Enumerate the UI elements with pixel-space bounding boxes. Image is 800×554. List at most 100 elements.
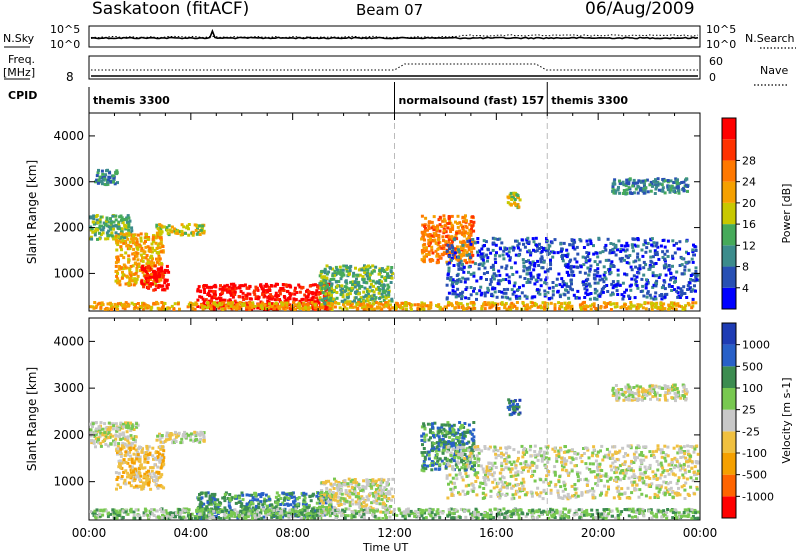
data-cell	[329, 278, 333, 281]
data-cell	[694, 272, 698, 276]
data-cell	[636, 238, 640, 242]
data-cell	[666, 186, 670, 190]
data-cell	[293, 289, 297, 293]
freq-tick-8: 8	[66, 70, 74, 84]
data-cell	[316, 285, 320, 289]
data-cell	[448, 247, 451, 251]
data-cell	[386, 287, 390, 291]
data-cell	[618, 257, 622, 261]
data-cell	[509, 307, 513, 311]
data-cell	[239, 290, 243, 293]
data-cell	[461, 276, 465, 280]
data-cell	[161, 447, 165, 451]
data-cell	[631, 249, 635, 253]
data-cell	[445, 260, 449, 264]
data-cell	[196, 298, 200, 302]
data-cell	[121, 270, 124, 274]
data-cell	[238, 284, 242, 288]
data-cell	[227, 504, 231, 508]
data-cell	[444, 243, 448, 247]
data-cell	[532, 263, 536, 267]
data-cell	[349, 289, 353, 292]
data-cell	[603, 271, 607, 274]
data-cell	[529, 253, 533, 257]
data-cell	[245, 502, 249, 506]
data-cell	[371, 264, 375, 268]
data-cell	[517, 254, 521, 258]
data-cell	[223, 298, 227, 302]
data-cell	[153, 276, 157, 280]
data-cell	[337, 481, 341, 484]
data-cell	[333, 269, 337, 273]
data-cell	[560, 277, 564, 281]
data-cell	[285, 303, 289, 307]
data-cell	[506, 201, 510, 205]
data-cell	[130, 279, 134, 283]
data-cell	[117, 239, 121, 243]
data-cell	[233, 284, 237, 288]
data-cell	[202, 439, 206, 442]
data-cell	[469, 247, 473, 251]
data-cell	[651, 184, 654, 188]
data-cell	[528, 306, 532, 310]
data-cell	[645, 246, 649, 250]
data-cell	[654, 284, 658, 288]
data-cell	[493, 257, 497, 261]
data-cell	[131, 252, 135, 256]
data-cell	[438, 256, 442, 260]
data-cell	[146, 460, 150, 464]
data-cell	[492, 277, 496, 281]
data-cell	[468, 222, 472, 226]
data-cell	[543, 307, 546, 311]
data-cell	[677, 191, 681, 195]
data-cell	[390, 299, 394, 303]
data-cell	[320, 489, 324, 493]
data-cell	[581, 255, 585, 259]
data-cell	[311, 307, 315, 311]
data-cell	[150, 264, 154, 268]
data-cell	[638, 267, 642, 271]
data-cell	[134, 261, 138, 265]
data-cell	[377, 478, 381, 482]
data-cell	[146, 456, 150, 460]
data-cell	[553, 303, 557, 307]
data-cell	[402, 510, 406, 514]
data-cell	[649, 180, 653, 184]
data-cell	[522, 242, 525, 246]
data-cell	[480, 247, 484, 251]
data-cell	[134, 271, 138, 275]
data-cell	[465, 286, 469, 290]
data-cell	[124, 305, 128, 308]
data-cell	[451, 278, 455, 282]
data-cell	[101, 228, 105, 232]
data-cell	[636, 252, 640, 256]
data-cell	[109, 422, 113, 426]
data-cell	[472, 289, 475, 293]
data-cell	[462, 220, 465, 224]
data-cell	[227, 513, 231, 517]
data-cell	[233, 299, 237, 303]
data-cell	[366, 290, 369, 293]
data-cell	[453, 251, 457, 255]
data-cell	[210, 508, 214, 512]
data-cell	[694, 266, 698, 270]
data-cell	[242, 284, 246, 288]
data-cell	[445, 297, 449, 301]
data-cell	[140, 279, 144, 283]
data-cell	[629, 288, 633, 292]
data-cell	[234, 495, 238, 499]
data-cell	[576, 265, 580, 269]
data-cell	[280, 288, 284, 292]
data-cell	[644, 307, 648, 311]
data-cell	[198, 440, 202, 444]
data-cell	[470, 227, 473, 231]
data-cell	[275, 491, 279, 495]
data-cell	[350, 482, 354, 486]
data-cell	[263, 502, 267, 506]
data-cell	[155, 225, 159, 229]
data-cell	[215, 301, 219, 305]
data-cell	[447, 221, 451, 225]
data-cell	[514, 203, 518, 207]
data-cell	[199, 491, 203, 495]
